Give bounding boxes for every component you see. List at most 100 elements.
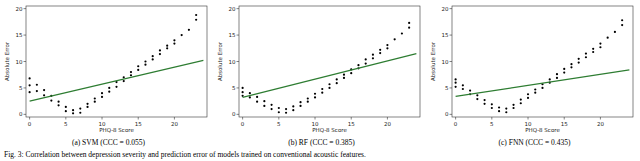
- y-tick: [237, 8, 240, 9]
- y-tick: [237, 114, 240, 115]
- x-tick-label: 0: [241, 121, 245, 127]
- figure: 0510152005101520PHQ-8 ScoreAbsolute Erro…: [0, 0, 640, 161]
- y-tick: [237, 35, 240, 36]
- point: [108, 91, 110, 93]
- point: [195, 14, 197, 16]
- point: [94, 101, 96, 103]
- panel: 0510152005101520PHQ-8 ScoreAbsolute Erro…: [430, 6, 633, 147]
- point: [614, 31, 616, 33]
- point: [534, 88, 536, 90]
- x-tick-label: 20: [171, 121, 178, 127]
- point: [483, 103, 485, 105]
- y-tick-label: 15: [442, 32, 449, 38]
- y-tick: [24, 87, 27, 88]
- x-tick: [29, 117, 30, 120]
- panel: 0510152005101520PHQ-8 ScoreAbsolute Erro…: [217, 6, 420, 147]
- point: [86, 106, 88, 108]
- point: [307, 97, 309, 99]
- plot-frame: [239, 6, 420, 117]
- point: [394, 38, 396, 40]
- point: [270, 104, 272, 106]
- point: [152, 58, 154, 60]
- x-tick-label: 15: [561, 121, 568, 127]
- x-axis-label: PHQ-8 Score: [312, 127, 347, 133]
- y-tick: [450, 87, 453, 88]
- point: [491, 107, 493, 109]
- point: [462, 88, 464, 90]
- point: [476, 98, 478, 100]
- point: [101, 96, 103, 98]
- point: [270, 108, 272, 110]
- point: [137, 69, 139, 71]
- point: [607, 37, 609, 39]
- point: [166, 47, 168, 49]
- point: [469, 89, 471, 91]
- point: [328, 87, 330, 89]
- point: [278, 111, 280, 113]
- y-tick: [450, 114, 453, 115]
- x-tick-label: 20: [597, 121, 604, 127]
- point: [159, 49, 161, 51]
- point: [527, 93, 529, 95]
- point: [386, 44, 388, 46]
- point: [455, 82, 457, 84]
- point: [498, 106, 500, 108]
- point: [130, 71, 132, 73]
- x-axis-label: PHQ-8 Score: [525, 127, 560, 133]
- point: [43, 89, 45, 91]
- point: [130, 74, 132, 76]
- point: [72, 109, 74, 111]
- point: [527, 97, 529, 99]
- y-tick: [24, 61, 27, 62]
- point: [144, 60, 146, 62]
- point: [556, 73, 558, 75]
- point: [585, 56, 587, 58]
- y-tick-label: 20: [442, 6, 449, 12]
- point: [79, 112, 81, 114]
- point: [57, 101, 59, 103]
- point: [520, 98, 522, 100]
- point: [115, 86, 117, 88]
- point: [386, 47, 388, 49]
- point: [372, 54, 374, 56]
- point: [181, 34, 183, 36]
- y-tick: [24, 114, 27, 115]
- point: [263, 100, 265, 102]
- point: [123, 80, 125, 82]
- x-tick: [315, 117, 316, 120]
- y-tick-label: 20: [16, 6, 23, 12]
- point: [57, 104, 59, 106]
- point: [108, 87, 110, 89]
- y-tick-label: 5: [232, 85, 236, 91]
- x-tick-label: 5: [64, 121, 68, 127]
- point: [299, 101, 301, 103]
- x-tick: [174, 117, 175, 120]
- point: [476, 94, 478, 96]
- point: [79, 107, 81, 109]
- plot-frame: [26, 6, 207, 117]
- x-tick: [278, 117, 279, 120]
- point: [36, 84, 38, 86]
- point: [173, 39, 175, 41]
- x-tick: [351, 117, 352, 120]
- point: [321, 88, 323, 90]
- x-tick-label: 10: [525, 121, 532, 127]
- point: [86, 103, 88, 105]
- point: [65, 106, 67, 108]
- point: [144, 64, 146, 66]
- subplot-title: (c) FNN (CCC = 0.435): [499, 138, 571, 147]
- point: [256, 96, 258, 98]
- y-tick: [237, 87, 240, 88]
- point: [249, 96, 251, 98]
- point: [336, 82, 338, 84]
- point: [379, 49, 381, 51]
- point: [321, 92, 323, 94]
- y-tick: [450, 61, 453, 62]
- point: [29, 77, 31, 79]
- point: [36, 90, 38, 92]
- x-tick-label: 5: [277, 121, 281, 127]
- point: [408, 27, 410, 29]
- point: [72, 112, 74, 114]
- point: [123, 76, 125, 78]
- y-tick-label: 10: [229, 59, 236, 65]
